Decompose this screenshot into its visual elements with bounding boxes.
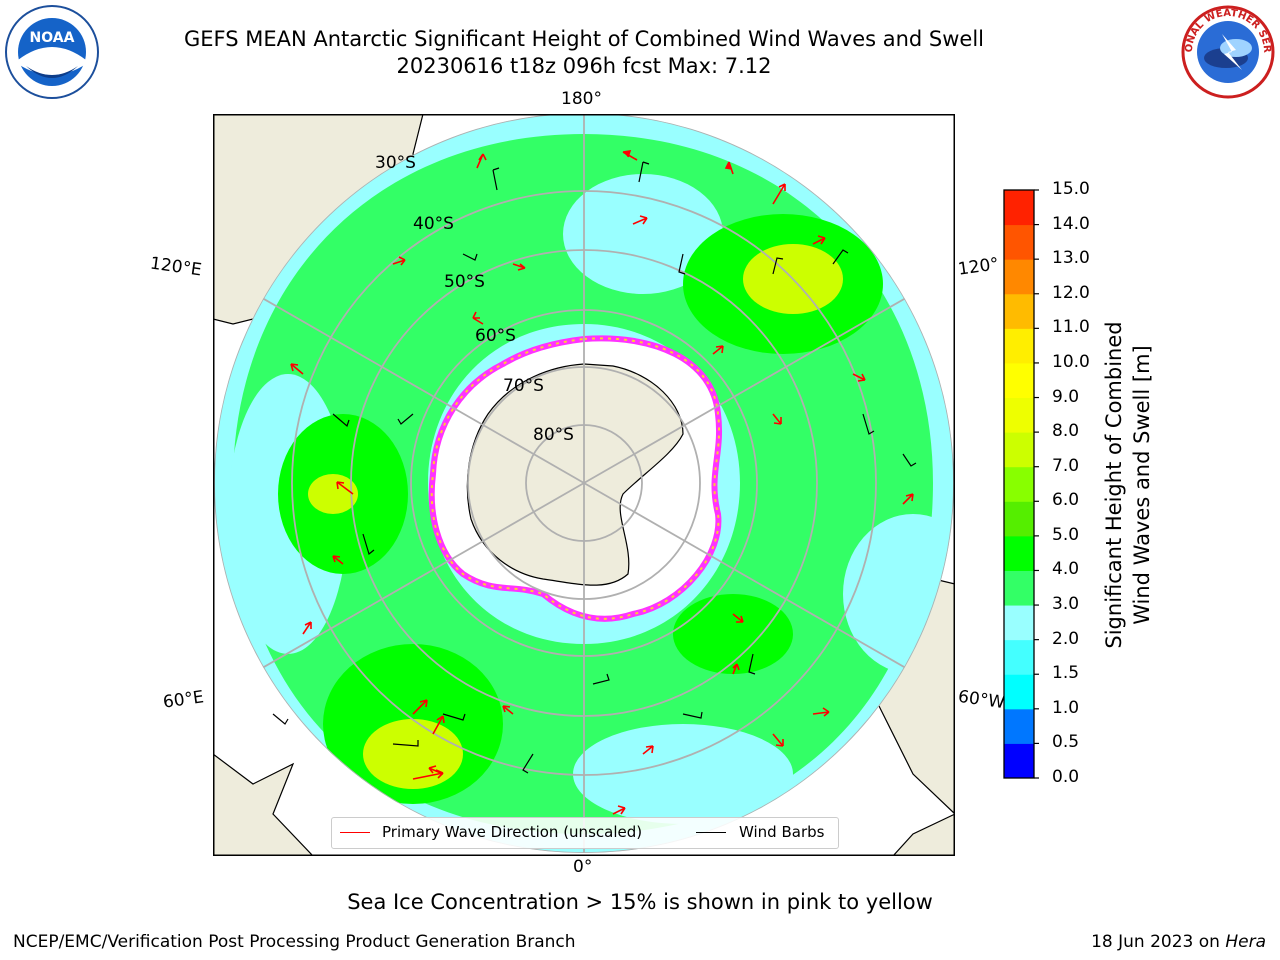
colorbar-label-line1: Significant Height of Combined <box>1102 321 1126 649</box>
colorbar-tick-label: 2.0 <box>1052 628 1080 649</box>
map-legend: Primary Wave Direction (unscaled) Wind B… <box>331 817 839 849</box>
lon-label-180: 180° <box>561 89 602 109</box>
antarctica-land <box>466 363 684 586</box>
colorbar-bin <box>1004 224 1034 260</box>
legend-line-barb <box>696 832 726 833</box>
lat-label-60s: 60°S <box>475 326 516 346</box>
colorbar-tick-label: 7.0 <box>1052 455 1080 476</box>
colorbar-tick-label: 14.0 <box>1052 213 1090 234</box>
graticule <box>214 114 954 853</box>
footer-machine: Hera <box>1225 932 1266 952</box>
colorbar-tick-label: 1.0 <box>1052 697 1080 718</box>
polar-map: 30°S 40°S 50°S 60°S 70°S 80°S <box>213 114 955 856</box>
colorbar-tick-label: 1.5 <box>1052 663 1080 684</box>
wave-zone-cyan-south <box>573 724 793 824</box>
colorbar-bin <box>1004 293 1034 329</box>
colorbar-bin <box>1004 397 1034 433</box>
lon-label-60e: 60°E <box>161 687 206 713</box>
colorbar-bin <box>1004 743 1034 779</box>
colorbar-bin <box>1004 570 1034 606</box>
lon-label-60w: 60°W <box>956 686 1007 714</box>
legend-label-barb: Wind Barbs <box>739 823 825 841</box>
noaa-logo: NOAA <box>5 5 99 99</box>
colorbar-tick-label: 0.0 <box>1052 767 1080 787</box>
colorbar-tick-label: 3.0 <box>1052 594 1080 615</box>
colorbar-border <box>1003 189 1035 779</box>
lon-label-120w: 120° <box>956 254 1001 280</box>
colorbar-tick-label: 15.0 <box>1052 179 1090 199</box>
colorbar-tick-label: 9.0 <box>1052 386 1080 407</box>
colorbar-bin <box>1004 501 1034 537</box>
wave-zone-yellow-3 <box>308 474 358 514</box>
colorbar-tick-label: 12.0 <box>1052 282 1090 303</box>
colorbar-bin <box>1004 190 1034 226</box>
chart-subtitle: 20230616 t18z 096h fcst Max: 7.12 <box>396 54 772 78</box>
wave-arrows <box>290 150 914 815</box>
nws-logo: NATIONAL WEATHER SERVICE <box>1180 4 1275 99</box>
wave-zone-bright-4 <box>673 594 793 674</box>
lon-label-0: 0° <box>573 857 593 877</box>
lat-label-80s: 80°S <box>533 425 574 445</box>
colorbar-bin <box>1004 674 1034 710</box>
wind-barbs <box>272 161 917 774</box>
chart-title: GEFS MEAN Antarctic Significant Height o… <box>183 27 985 51</box>
lat-label-40s: 40°S <box>413 214 454 234</box>
svg-text:NOAA: NOAA <box>30 30 75 46</box>
legend-label-wave: Primary Wave Direction (unscaled) <box>382 823 643 841</box>
colorbar-bin <box>1004 328 1034 364</box>
colorbar-tick-label: 8.0 <box>1052 421 1080 442</box>
colorbar-bin <box>1004 708 1034 744</box>
colorbar-tick-label: 0.5 <box>1052 732 1080 753</box>
colorbar-tick-label: 10.0 <box>1052 351 1090 372</box>
colorbar-tick-label: 6.0 <box>1052 490 1080 511</box>
colorbar-bin <box>1004 362 1034 399</box>
colorbar-tick-label: 13.0 <box>1052 248 1090 269</box>
colorbar-bin <box>1004 259 1034 295</box>
colorbar-tick-label: 11.0 <box>1052 317 1090 338</box>
footer-credit: NCEP/EMC/Verification Post Processing Pr… <box>13 932 576 952</box>
lat-label-70s: 70°S <box>503 376 544 396</box>
lon-label-120e: 120°E <box>148 253 203 281</box>
colorbar-tick-label: 5.0 <box>1052 524 1080 545</box>
legend-line-wave <box>340 832 370 833</box>
footer-date-text: 18 Jun 2023 on <box>1091 932 1220 952</box>
colorbar-bin <box>1004 466 1034 502</box>
land-south-america-bottom <box>892 813 955 856</box>
lat-label-30s: 30°S <box>375 153 416 173</box>
colorbar <box>1003 189 1039 779</box>
land-africa <box>213 753 314 856</box>
colorbar-bin <box>1004 535 1034 571</box>
wave-zone-cyan-north <box>563 174 723 294</box>
colorbar-bin <box>1004 639 1034 675</box>
map-border <box>213 114 955 856</box>
footer-date: 18 Jun 2023 on Hera <box>1091 932 1266 952</box>
sea-ice-note: Sea Ice Concentration > 15% is shown in … <box>347 890 933 914</box>
ice-edge-yellow <box>430 337 721 620</box>
colorbar-bin <box>1004 605 1034 641</box>
colorbar-label-line2: Wind Waves and Swell [m] <box>1130 345 1154 625</box>
colorbar-tick-label: 4.0 <box>1052 559 1080 580</box>
colorbar-label: Significant Height of Combined Wind Wave… <box>1100 275 1156 695</box>
colorbar-bin <box>1004 432 1034 468</box>
lat-label-50s: 50°S <box>444 272 485 292</box>
